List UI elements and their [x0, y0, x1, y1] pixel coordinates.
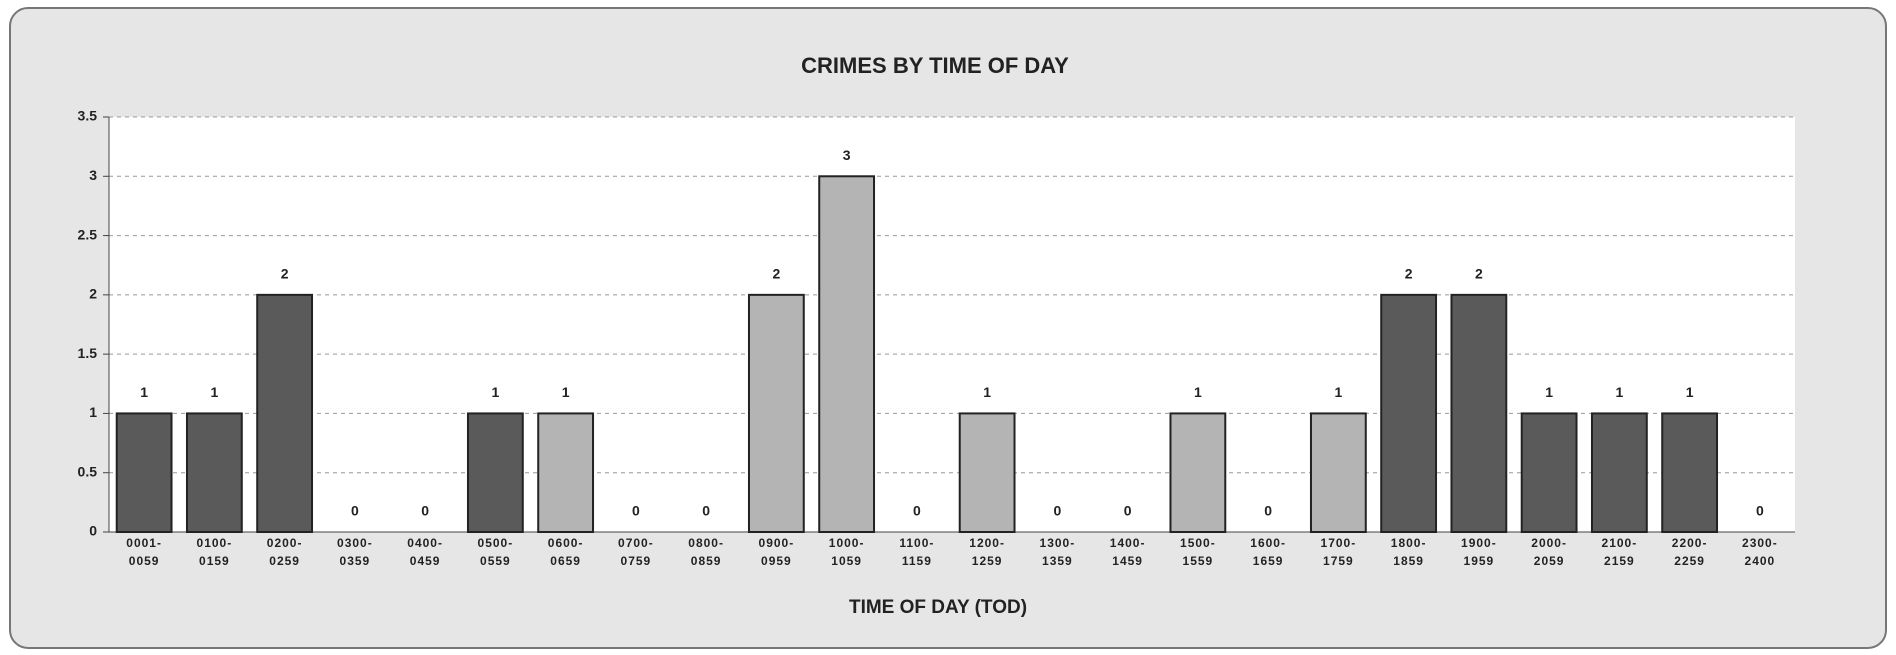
- bar: [1309, 412, 1367, 533]
- data-label: 2: [1405, 266, 1413, 282]
- bar: [1661, 412, 1719, 533]
- x-tick-label: 0200-0259: [267, 536, 303, 568]
- x-tick-label: 0300-0359: [337, 536, 373, 568]
- data-label: 1: [1334, 384, 1342, 400]
- bar: [1380, 293, 1438, 533]
- bar: [818, 175, 876, 534]
- x-tick-label: 2000-2059: [1531, 536, 1567, 568]
- data-label: 1: [1686, 384, 1694, 400]
- x-tick-label: 1100-1159: [899, 536, 934, 568]
- x-tick-label: 1900-1959: [1461, 536, 1497, 568]
- x-tick-label: 1200-1259: [969, 536, 1005, 568]
- bar: [115, 412, 173, 533]
- x-axis-title: TIME OF DAY (TOD): [849, 597, 1027, 618]
- data-label: 2: [1475, 266, 1483, 282]
- data-label: 0: [1124, 503, 1132, 519]
- x-tick-label: 0001-0059: [126, 536, 162, 568]
- y-tick-label: 3: [89, 167, 97, 183]
- data-label: 1: [1194, 384, 1202, 400]
- x-tick-label: 2200-2259: [1672, 536, 1708, 568]
- x-tick-label: 2300-2400: [1742, 536, 1778, 568]
- x-tick-label: 0900-0959: [759, 536, 795, 568]
- data-label: 0: [421, 503, 429, 519]
- x-tick-label: 2100-2159: [1602, 536, 1638, 568]
- bar: [537, 412, 595, 533]
- bar: [256, 293, 314, 533]
- x-tick-label: 1800-1859: [1391, 536, 1427, 568]
- x-tick-label: 1000-1059: [829, 536, 865, 568]
- data-label: 3: [843, 147, 851, 163]
- bar: [1520, 412, 1578, 533]
- chart-title: CRIMES BY TIME OF DAY: [801, 53, 1069, 78]
- x-tick-label: 0600-0659: [548, 536, 584, 568]
- x-tick-label: 1300-1359: [1040, 536, 1076, 568]
- data-label: 1: [1615, 384, 1623, 400]
- data-label: 1: [210, 384, 218, 400]
- y-tick-label: 3.5: [78, 108, 98, 124]
- data-label: 1: [491, 384, 499, 400]
- bar: [185, 412, 243, 533]
- bar: [466, 412, 524, 533]
- x-tick-label: 0700-0759: [618, 536, 654, 568]
- data-label: 0: [702, 503, 710, 519]
- data-label: 0: [913, 503, 921, 519]
- data-label: 0: [632, 503, 640, 519]
- bar: [747, 293, 805, 533]
- y-tick-label: 2.5: [78, 226, 98, 242]
- data-label: 1: [562, 384, 570, 400]
- data-label: 1: [1545, 384, 1553, 400]
- x-tick-label: 0100-0159: [197, 536, 233, 568]
- x-tick-label: 0800-0859: [688, 536, 724, 568]
- x-tick-label: 1500-1559: [1180, 536, 1216, 568]
- x-tick-label: 1700-1759: [1321, 536, 1357, 568]
- y-tick-label: 0.5: [78, 463, 98, 479]
- x-tick-label: 0400-0459: [407, 536, 443, 568]
- data-label: 1: [983, 384, 991, 400]
- y-tick-label: 0: [89, 523, 97, 539]
- data-label: 0: [1264, 503, 1272, 519]
- data-label: 1: [140, 384, 148, 400]
- data-label: 2: [281, 266, 289, 282]
- y-tick-label: 2: [89, 286, 97, 302]
- x-tick-label: 0500-0559: [478, 536, 514, 568]
- data-label: 0: [1756, 503, 1764, 519]
- data-label: 2: [772, 266, 780, 282]
- bar: [1590, 412, 1648, 533]
- bar: [958, 412, 1016, 533]
- bar: [1169, 412, 1227, 533]
- data-label: 0: [1053, 503, 1061, 519]
- x-tick-label: 1400-1459: [1110, 536, 1146, 568]
- x-tick-label: 1600-1659: [1250, 536, 1286, 568]
- bar: [1450, 293, 1508, 533]
- y-tick-label: 1.5: [78, 345, 98, 361]
- y-tick-label: 1: [89, 404, 97, 420]
- data-label: 0: [351, 503, 359, 519]
- plot-area: [109, 117, 1795, 532]
